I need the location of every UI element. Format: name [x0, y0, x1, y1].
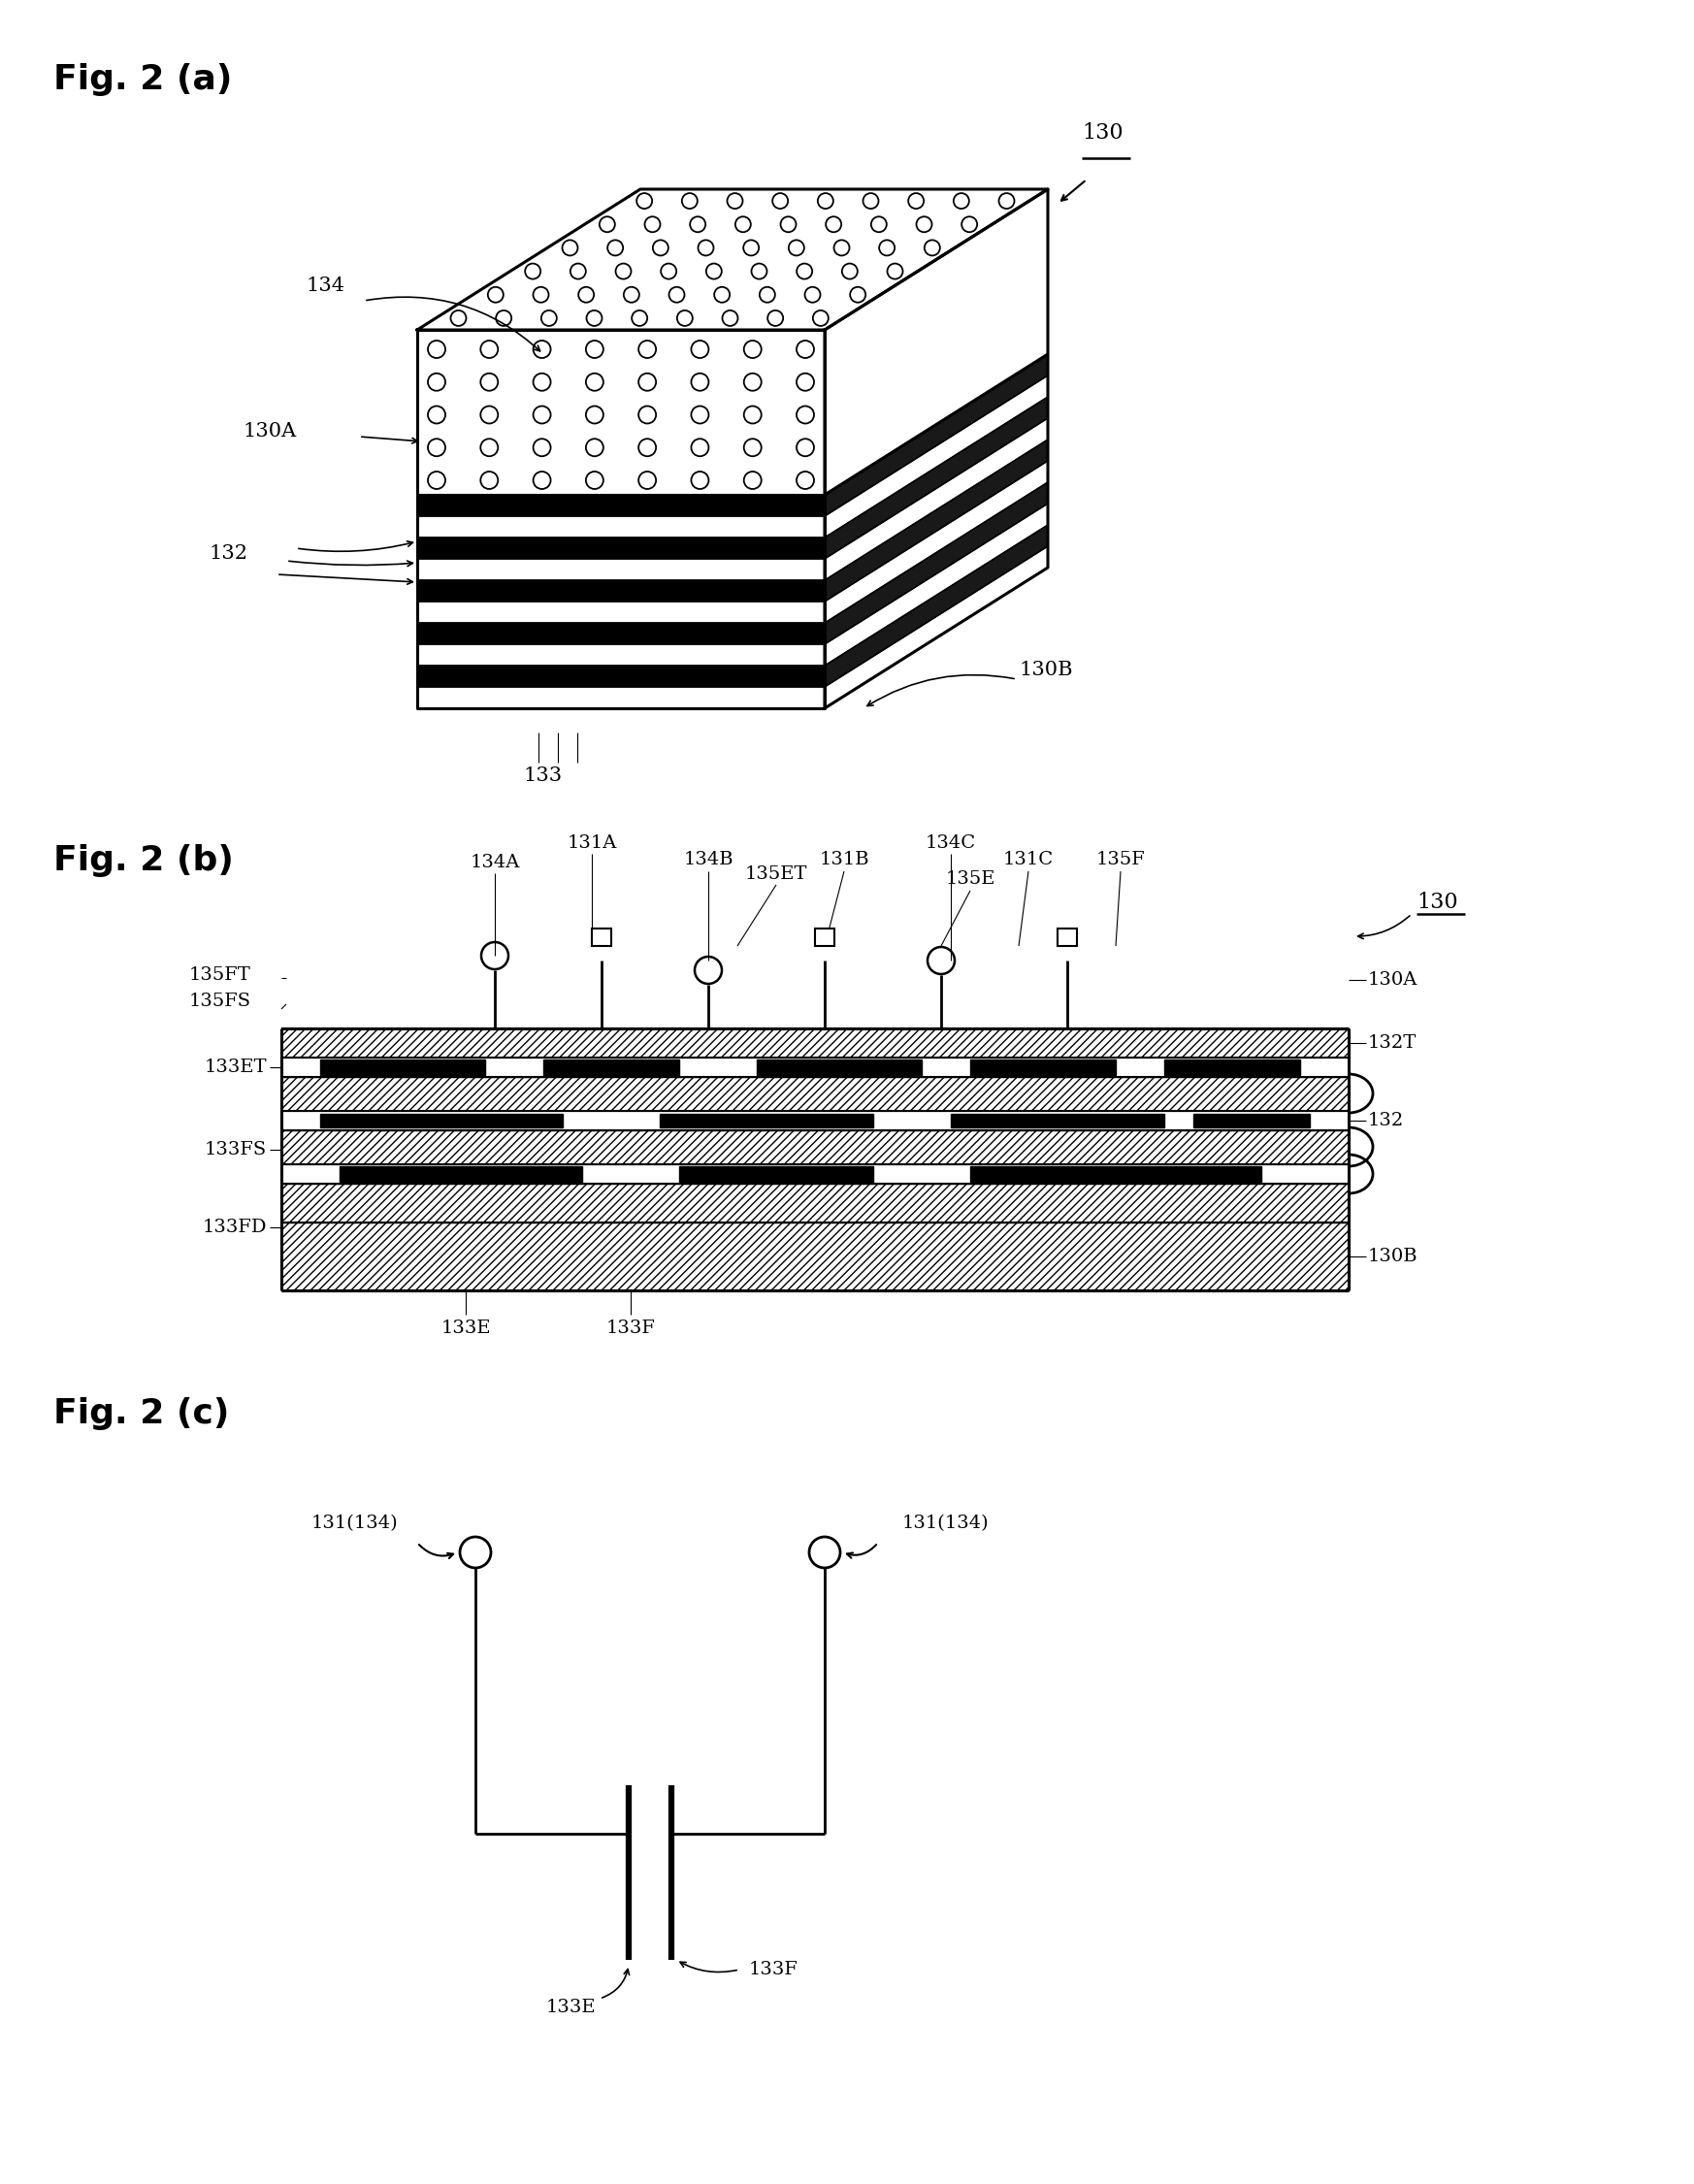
Bar	[281, 1184, 1348, 1223]
Bar	[281, 1223, 1348, 1291]
Polygon shape	[825, 354, 1049, 515]
Text: 133E: 133E	[440, 1319, 491, 1337]
Text: 131(134): 131(134)	[903, 1514, 989, 1531]
Polygon shape	[825, 483, 1049, 644]
Bar	[950, 1114, 1164, 1127]
Polygon shape	[825, 397, 1049, 559]
Text: 134A: 134A	[469, 854, 520, 871]
Text: 130: 130	[1082, 122, 1123, 144]
Bar	[591, 928, 612, 946]
Bar	[417, 666, 825, 688]
Text: 131C: 131C	[1003, 852, 1054, 869]
Bar	[281, 1164, 1348, 1184]
Text: 130A: 130A	[242, 422, 296, 441]
Bar	[281, 1112, 1348, 1131]
Bar	[815, 928, 835, 946]
Text: 133F: 133F	[749, 1961, 798, 1979]
Text: 133F: 133F	[606, 1319, 656, 1337]
Text: 132: 132	[208, 544, 247, 561]
Bar	[1057, 928, 1077, 946]
Text: 130: 130	[1416, 891, 1459, 913]
Circle shape	[810, 1538, 840, 1568]
Text: Fig. 2 (c): Fig. 2 (c)	[54, 1398, 229, 1431]
Bar	[659, 1114, 872, 1127]
Text: 132T: 132T	[1369, 1035, 1416, 1053]
Text: 131A: 131A	[567, 834, 617, 852]
Text: 130A: 130A	[1369, 972, 1418, 989]
Text: 132: 132	[1369, 1112, 1404, 1129]
Text: 135FS: 135FS	[190, 992, 251, 1009]
Text: 131(134): 131(134)	[310, 1514, 398, 1531]
Polygon shape	[825, 439, 1049, 601]
Text: 131B: 131B	[818, 852, 869, 869]
Polygon shape	[825, 524, 1049, 688]
Bar	[1164, 1059, 1299, 1075]
Bar	[417, 537, 825, 559]
Text: 133FS: 133FS	[205, 1140, 268, 1158]
Bar	[971, 1166, 1262, 1182]
Text: Fig. 2 (a): Fig. 2 (a)	[54, 63, 232, 96]
Text: 135E: 135E	[945, 869, 994, 887]
Bar	[320, 1059, 484, 1075]
Text: 135ET: 135ET	[745, 865, 808, 882]
Text: 133ET: 133ET	[203, 1059, 268, 1077]
Bar	[281, 1131, 1348, 1164]
Bar	[417, 581, 825, 601]
Text: Fig. 2 (b): Fig. 2 (b)	[54, 843, 234, 878]
Circle shape	[459, 1538, 491, 1568]
Polygon shape	[417, 496, 825, 708]
Bar	[339, 1166, 583, 1182]
Bar	[971, 1059, 1116, 1075]
Bar	[757, 1059, 922, 1075]
Polygon shape	[417, 190, 1049, 330]
Bar	[544, 1059, 679, 1075]
Text: 130B: 130B	[1369, 1247, 1418, 1265]
Bar	[1193, 1114, 1309, 1127]
Bar	[679, 1166, 872, 1182]
Text: 135F: 135F	[1096, 852, 1145, 869]
Text: 134C: 134C	[925, 834, 976, 852]
Text: 130B: 130B	[1018, 660, 1072, 679]
Text: 133: 133	[523, 767, 562, 784]
Text: 134B: 134B	[683, 852, 734, 869]
Text: 135FT: 135FT	[190, 965, 251, 983]
Bar	[281, 1057, 1348, 1077]
Bar	[281, 1077, 1348, 1112]
Bar	[417, 622, 825, 644]
Text: 133E: 133E	[545, 1998, 596, 2016]
Text: 133FD: 133FD	[202, 1219, 268, 1236]
Bar	[281, 1029, 1348, 1057]
Text: 134: 134	[305, 277, 344, 295]
Polygon shape	[417, 330, 825, 496]
Bar	[417, 496, 825, 515]
Bar	[320, 1114, 562, 1127]
Polygon shape	[825, 190, 1049, 708]
